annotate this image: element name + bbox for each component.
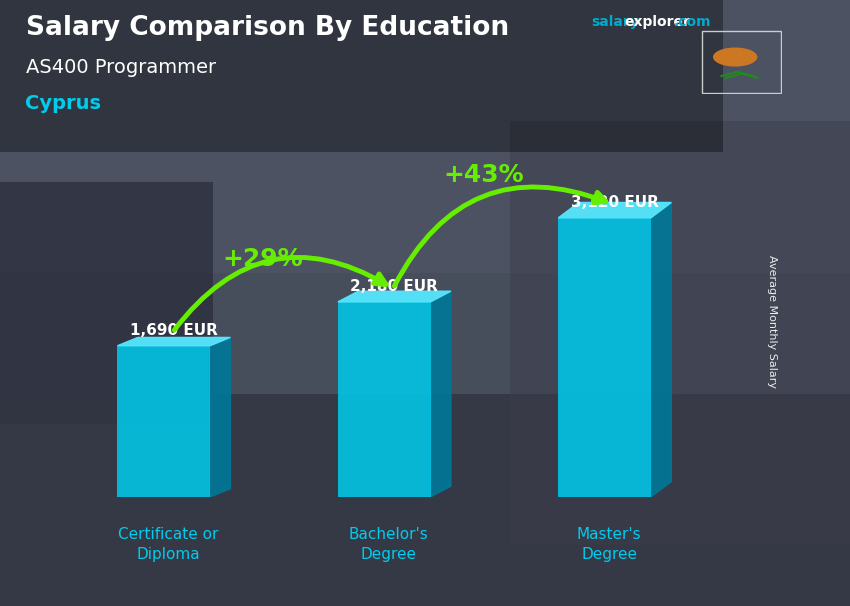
Bar (510, 121, 850, 545)
Polygon shape (210, 338, 230, 497)
Text: 1,690 EUR: 1,690 EUR (130, 322, 218, 338)
Polygon shape (338, 291, 450, 302)
Polygon shape (117, 338, 230, 346)
Polygon shape (558, 202, 672, 218)
Text: 2,180 EUR: 2,180 EUR (350, 279, 439, 294)
Text: Certificate or
Diploma: Certificate or Diploma (118, 527, 218, 562)
Text: AS400 Programmer: AS400 Programmer (26, 58, 216, 76)
Text: .com: .com (674, 15, 711, 29)
FancyBboxPatch shape (558, 218, 651, 497)
Bar (0, 0, 850, 273)
Ellipse shape (713, 47, 757, 67)
FancyBboxPatch shape (117, 346, 210, 497)
Text: Average Monthly Salary: Average Monthly Salary (767, 255, 777, 388)
Text: Master's
Degree: Master's Degree (577, 527, 642, 562)
FancyBboxPatch shape (338, 302, 430, 497)
Text: explorer: explorer (625, 15, 690, 29)
Text: +29%: +29% (223, 247, 303, 271)
Text: +43%: +43% (443, 163, 524, 187)
Text: Salary Comparison By Education: Salary Comparison By Education (26, 15, 508, 41)
Text: salary: salary (591, 15, 638, 29)
Text: Cyprus: Cyprus (26, 94, 101, 113)
Polygon shape (430, 291, 451, 497)
Polygon shape (651, 202, 672, 497)
Text: Bachelor's
Degree: Bachelor's Degree (348, 527, 428, 562)
Bar (0, 0, 722, 152)
Text: 3,120 EUR: 3,120 EUR (571, 195, 659, 210)
Bar (0, 394, 850, 606)
Bar (0, 182, 212, 424)
